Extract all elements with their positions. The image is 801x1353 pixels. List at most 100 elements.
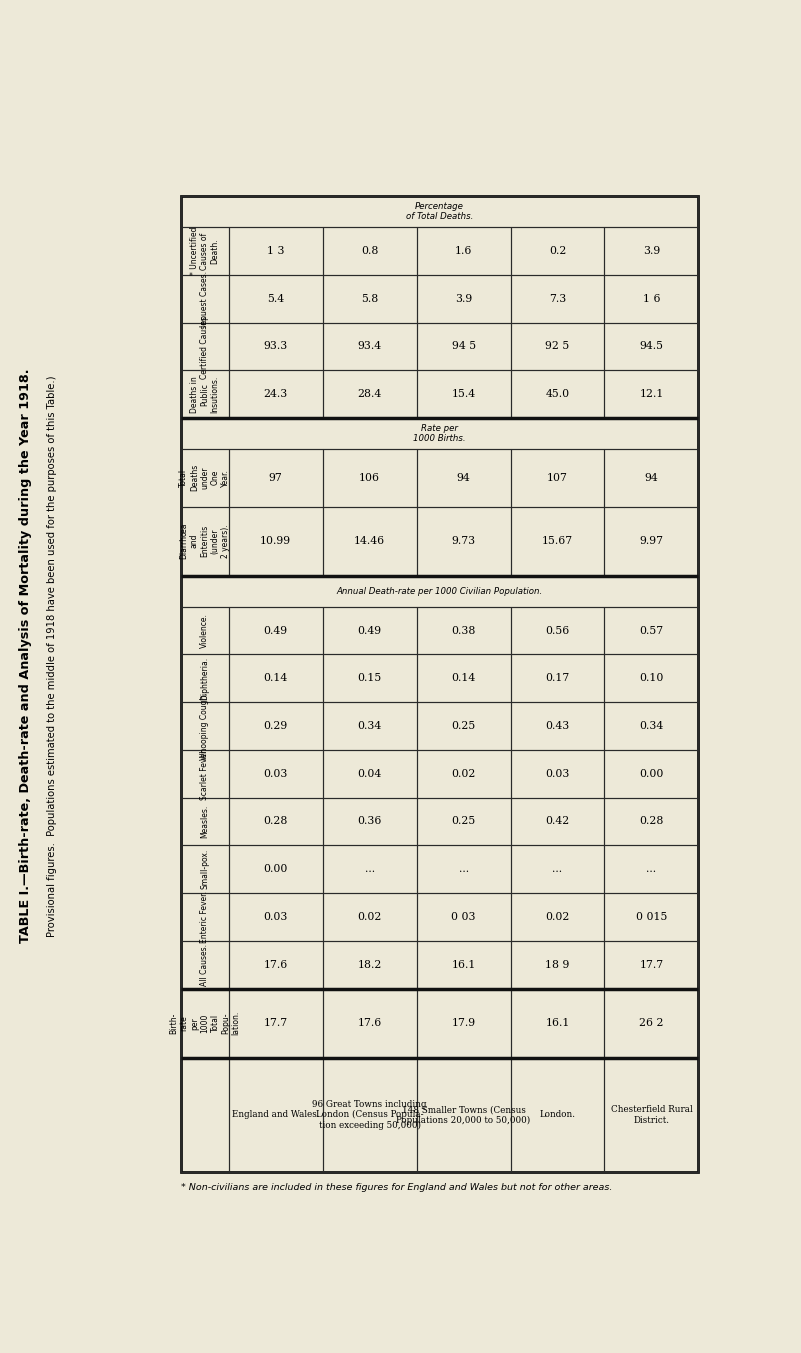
Bar [510,322,605,371]
Bar [323,1058,417,1172]
Bar [605,989,698,1058]
Bar [323,506,417,576]
Bar [605,940,698,989]
Text: 0.25: 0.25 [452,816,476,827]
Text: 0.2: 0.2 [549,246,566,256]
Bar [181,750,229,798]
Bar [181,576,698,606]
Text: 0.14: 0.14 [264,674,288,683]
Bar [417,893,510,940]
Bar [229,449,323,506]
Bar [323,322,417,371]
Text: 0.10: 0.10 [639,674,664,683]
Text: Diphtheria.: Diphtheria. [200,656,209,700]
Text: 96 Great Towns including
London (Census Popula-
tion exceeding 50,000): 96 Great Towns including London (Census … [312,1100,427,1130]
Bar [181,846,229,893]
Bar [323,798,417,846]
Bar [181,702,229,750]
Text: ...: ... [364,865,375,874]
Text: 0.02: 0.02 [545,912,570,921]
Bar [417,371,510,418]
Bar [323,606,417,655]
Bar [417,606,510,655]
Bar [323,750,417,798]
Text: 0.34: 0.34 [639,721,663,731]
Text: Enteric Fever.: Enteric Fever. [200,892,209,943]
Text: 0.28: 0.28 [639,816,664,827]
Text: 0.57: 0.57 [639,625,663,636]
Text: Scarlet Fever.: Scarlet Fever. [200,748,209,800]
Bar [323,846,417,893]
Bar [510,798,605,846]
Bar [605,798,698,846]
Text: 14.46: 14.46 [354,536,385,547]
Text: Total
Deaths
under
One
Year.: Total Deaths under One Year. [179,464,230,491]
Bar [229,371,323,418]
Text: 3.9: 3.9 [455,294,473,303]
Bar [181,940,229,989]
Text: TABLE I.—Birth-rate, Death-rate and Analysis of Mortality during the Year 1918.: TABLE I.—Birth-rate, Death-rate and Anal… [19,369,32,943]
Bar [417,322,510,371]
Text: 0.00: 0.00 [264,865,288,874]
Text: 18 9: 18 9 [545,959,570,970]
Bar [323,655,417,702]
Bar [510,702,605,750]
Text: 0.34: 0.34 [357,721,382,731]
Text: 0.02: 0.02 [357,912,382,921]
Text: 0.17: 0.17 [545,674,570,683]
Bar [181,371,229,418]
Bar [181,418,698,449]
Bar [510,449,605,506]
Text: ...: ... [458,865,469,874]
Bar [510,227,605,275]
Text: Rate per
1000 Births.: Rate per 1000 Births. [413,423,466,442]
Bar [229,846,323,893]
Text: 1.6: 1.6 [455,246,473,256]
Text: 94: 94 [457,472,470,483]
Bar [510,275,605,322]
Bar [417,989,510,1058]
Text: * Non-civilians are included in these figures for England and Wales but not for : * Non-civilians are included in these fi… [181,1184,612,1192]
Bar [417,940,510,989]
Text: 0.36: 0.36 [357,816,382,827]
Text: London.: London. [540,1111,576,1119]
Text: 106: 106 [359,472,380,483]
Text: 93.4: 93.4 [357,341,382,352]
Text: 0.00: 0.00 [639,769,664,779]
Bar [323,371,417,418]
Bar [605,275,698,322]
Bar [323,702,417,750]
Text: 0.28: 0.28 [264,816,288,827]
Bar [229,506,323,576]
Bar [417,702,510,750]
Bar [181,1058,229,1172]
Bar [181,196,698,227]
Bar [181,655,229,702]
Bar [510,371,605,418]
Bar [229,275,323,322]
Text: 17.7: 17.7 [639,959,663,970]
Text: 0.43: 0.43 [545,721,570,731]
Bar [510,1058,605,1172]
Text: England and Wales.: England and Wales. [232,1111,320,1119]
Bar [181,322,229,371]
Bar [181,275,229,322]
Bar [181,506,229,576]
Text: Deaths in
Public
Insutions.: Deaths in Public Insutions. [190,376,219,413]
Bar [510,940,605,989]
Text: 15.67: 15.67 [542,536,573,547]
Text: 0.02: 0.02 [452,769,476,779]
Text: 94: 94 [645,472,658,483]
Text: 9.97: 9.97 [639,536,663,547]
Bar [417,449,510,506]
Text: ...: ... [646,865,657,874]
Bar [417,506,510,576]
Bar [323,989,417,1058]
Text: 16.1: 16.1 [545,1019,570,1028]
Bar [323,275,417,322]
Bar [229,227,323,275]
Bar [229,940,323,989]
Text: Birth-
rate
per
1000
Total
Popu-
lation.: Birth- rate per 1000 Total Popu- lation. [169,1011,240,1035]
Text: 5.8: 5.8 [361,294,378,303]
Text: 0.56: 0.56 [545,625,570,636]
